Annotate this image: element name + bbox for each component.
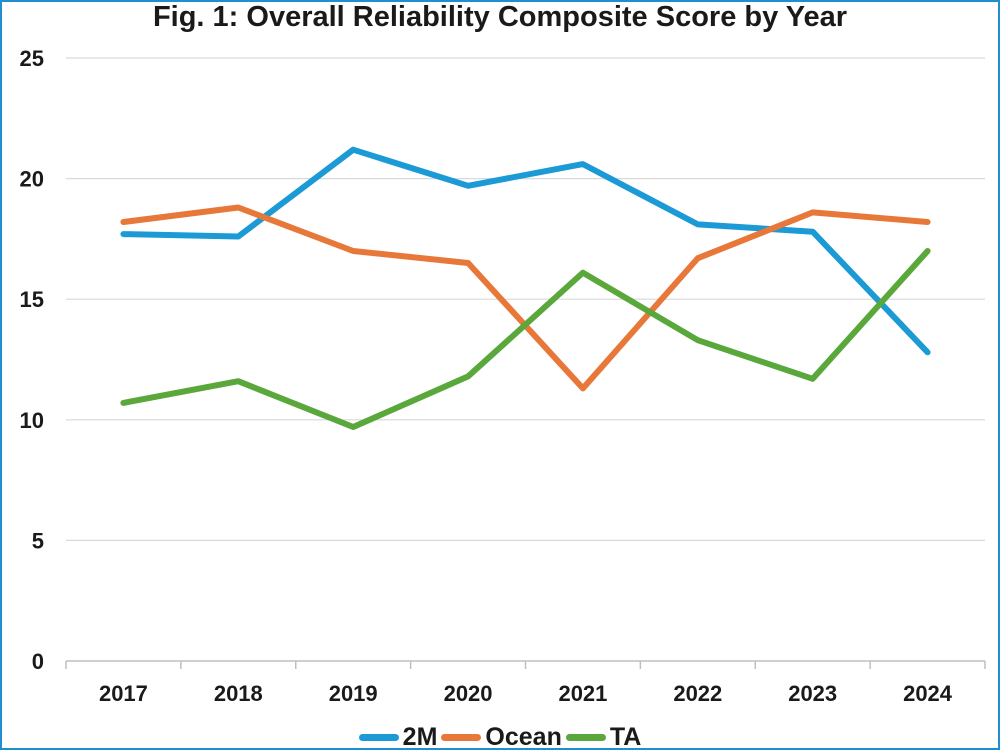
legend-swatch [441,733,482,741]
x-tick-label: 2021 [558,681,607,706]
y-tick-label: 15 [20,287,44,312]
x-tick-label: 2018 [214,681,263,706]
y-tick-label: 0 [32,649,44,674]
legend-item-ocean: Ocean [441,722,562,752]
legend-label: 2M [402,722,438,751]
series-line-ta [120,248,931,430]
legend-item-ta: TA [565,722,642,752]
x-axis [65,660,986,669]
legend-label: Ocean [485,722,562,751]
x-tick-labels: 2017 2018 2019 2020 2021 2022 2023 2024 [99,681,953,706]
legend-swatch [565,733,606,741]
series-lines [120,146,931,430]
y-tick-label: 5 [32,528,44,553]
y-tick-labels: 0 5 10 15 20 25 [20,46,44,674]
y-tick-label: 10 [20,408,44,433]
x-tick-label: 2019 [329,681,378,706]
x-tick-label: 2024 [903,681,953,706]
x-tick-label: 2020 [444,681,493,706]
series-line-2m [120,146,931,356]
y-tick-label: 25 [20,46,44,71]
legend-swatch [358,733,399,741]
gridlines [66,57,985,542]
legend: 2M Ocean TA [0,722,1000,752]
y-tick-label: 20 [20,167,44,192]
x-tick-label: 2023 [788,681,837,706]
x-tick-label: 2022 [673,681,722,706]
legend-label: TA [609,722,642,751]
chart-title: Fig. 1: Overall Reliability Composite Sc… [152,1,848,33]
x-tick-label: 2017 [99,681,148,706]
legend-item-2m: 2M [358,722,438,752]
